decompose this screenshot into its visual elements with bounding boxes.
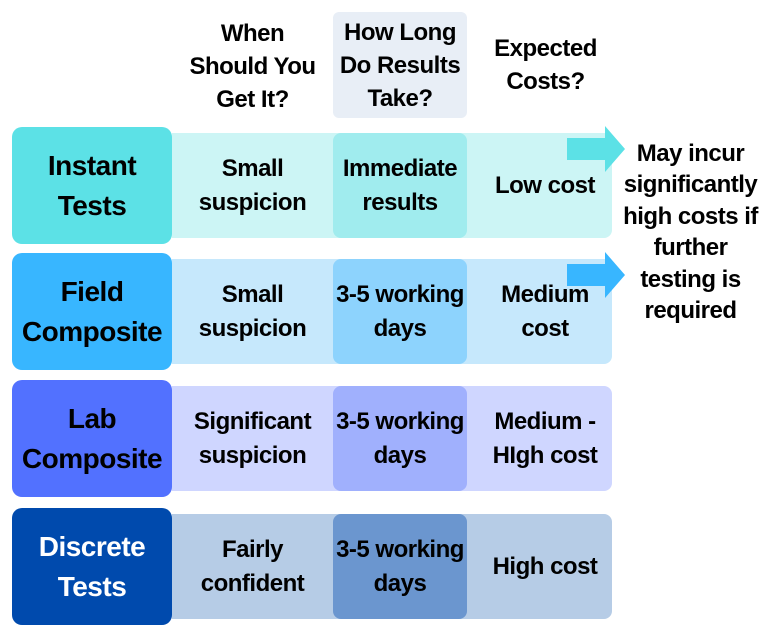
header-when: When Should You Get It? (180, 16, 325, 116)
header-how-long: How Long Do Results Take? (333, 12, 467, 118)
cost-text: Low cost (494, 171, 596, 199)
header-how-long-text: How Long Do Results Take? (339, 18, 461, 112)
duration-cell (333, 259, 467, 364)
duration-text-cell: 3-5 working days (333, 259, 467, 364)
when-text: Fairly confident (200, 535, 305, 597)
when-cell: Small suspicion (180, 133, 325, 238)
arrow-shape (567, 126, 625, 172)
cost-cell: Low cost (475, 133, 615, 238)
side-note: May incur significantly high costs if fu… (618, 136, 763, 328)
duration-text: Immediate results (342, 154, 458, 216)
cost-text: Medium - HIgh cost (492, 407, 598, 469)
when-text: Small suspicion (198, 154, 307, 216)
test-type-text: Discrete Tests (38, 530, 146, 602)
duration-text: 3-5 working days (336, 407, 464, 469)
duration-text: 3-5 working days (336, 280, 464, 342)
when-text: Significant suspicion (193, 407, 312, 469)
test-type-text: Lab Composite (21, 402, 163, 474)
when-cell: Fairly confident (180, 514, 325, 619)
when-cell: Significant suspicion (180, 386, 325, 491)
test-type-text: Instant Tests (47, 149, 137, 221)
side-note-text: May incur significantly high costs if fu… (623, 139, 758, 325)
duration-text-cell: 3-5 working days (333, 386, 467, 491)
arrow-right-icon (567, 252, 625, 298)
duration-text: 3-5 working days (336, 535, 464, 597)
duration-cell (333, 386, 467, 491)
test-type-label: Discrete Tests (12, 508, 172, 625)
header-costs: Expected Costs? (478, 30, 613, 100)
arrow-right-icon (567, 126, 625, 172)
cost-cell: Medium - HIgh cost (475, 386, 615, 491)
test-type-text: Field Composite (21, 275, 163, 347)
duration-text-cell: 3-5 working days (333, 514, 467, 619)
when-text: Small suspicion (198, 280, 307, 342)
when-cell: Small suspicion (180, 259, 325, 364)
test-type-label: Field Composite (12, 253, 172, 370)
duration-text-cell: Immediate results (333, 133, 467, 238)
header-costs-text: Expected Costs? (494, 35, 597, 95)
cost-cell: High cost (475, 514, 615, 619)
cost-text: High cost (492, 552, 598, 580)
duration-cell (333, 514, 467, 619)
test-type-label: Lab Composite (12, 380, 172, 497)
duration-cell (333, 133, 467, 238)
header-when-text: When Should You Get It? (189, 19, 316, 113)
arrow-shape (567, 252, 625, 298)
test-type-label: Instant Tests (12, 127, 172, 244)
